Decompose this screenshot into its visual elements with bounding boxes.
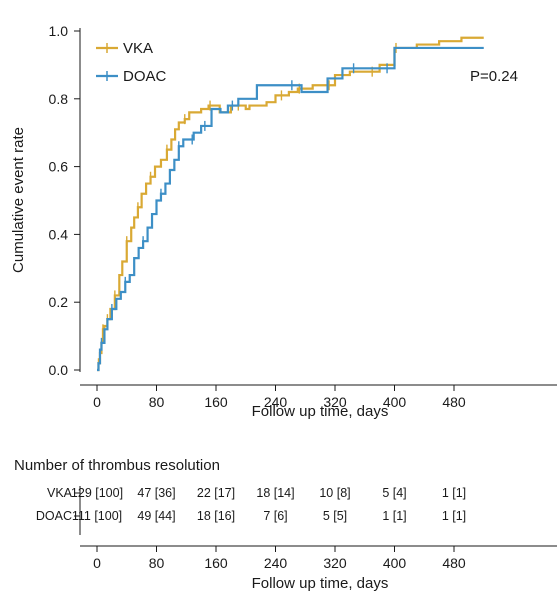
risk-table-title: Number of thrombus resolution xyxy=(14,457,220,474)
legend-label-doac: DOAC xyxy=(123,68,167,85)
y-tick-label: 0.6 xyxy=(49,159,69,175)
series-line-vka xyxy=(97,36,484,372)
risk-cell: 1 [1] xyxy=(442,509,466,523)
x-tick-label: 0 xyxy=(93,555,101,571)
legend-label-vka: VKA xyxy=(123,40,153,57)
risk-row-label-vka: VKA xyxy=(47,486,73,500)
x-tick-label: 80 xyxy=(149,394,165,410)
x-tick-label: 320 xyxy=(323,555,347,571)
risk-cell: 1 [1] xyxy=(442,486,466,500)
x-tick-label: 400 xyxy=(383,555,407,571)
x-tick-label: 160 xyxy=(204,555,228,571)
x-tick-label: 400 xyxy=(383,394,407,410)
risk-cell: 7 [6] xyxy=(263,509,287,523)
x-tick-label: 240 xyxy=(264,555,288,571)
x-tick-label: 80 xyxy=(149,555,165,571)
risk-cell: 18 [16] xyxy=(197,509,235,523)
x-tick-label: 480 xyxy=(442,555,466,571)
y-ticks: 0.0 0.2 0.4 0.6 0.8 1.0 xyxy=(49,23,80,378)
risk-cell: 111 [100] xyxy=(72,509,122,523)
risk-cell: 47 [36] xyxy=(137,486,175,500)
risk-x-ticks: 0 80 160 240 320 400 480 xyxy=(93,546,466,571)
x-ticks: 0 80 160 240 320 400 480 xyxy=(93,385,466,410)
legend: VKA DOAC xyxy=(96,40,167,85)
legend-item-doac: DOAC xyxy=(96,68,167,85)
y-tick-label: 0.0 xyxy=(49,362,69,378)
x-tick-label: 320 xyxy=(323,394,347,410)
risk-row-label-doac: DOAC xyxy=(36,509,72,523)
series-line-doac xyxy=(97,46,484,372)
x-tick-label: 480 xyxy=(442,394,466,410)
risk-cell: 18 [14] xyxy=(256,486,294,500)
risk-cell: 49 [44] xyxy=(137,509,175,523)
risk-cell: 5 [4] xyxy=(382,486,406,500)
y-tick-label: 0.8 xyxy=(49,91,69,107)
p-value-annotation: P=0.24 xyxy=(470,68,518,85)
series-lines xyxy=(97,36,484,372)
risk-cell: 22 [17] xyxy=(197,486,235,500)
legend-item-vka: VKA xyxy=(96,40,153,57)
x-axis-label: Follow up time, days xyxy=(252,403,389,420)
x-tick-label: 0 xyxy=(93,394,101,410)
x-tick-label: 240 xyxy=(264,394,288,410)
risk-cell: 1 [1] xyxy=(382,509,406,523)
y-axis-label: Cumulative event rate xyxy=(10,127,27,273)
risk-cell: 10 [8] xyxy=(319,486,350,500)
risk-cell: 5 [5] xyxy=(323,509,347,523)
x-tick-label: 160 xyxy=(204,394,228,410)
y-tick-label: 1.0 xyxy=(49,23,69,39)
risk-cell: 129 [100] xyxy=(71,486,123,500)
risk-x-axis-label: Follow up time, days xyxy=(252,575,389,591)
y-tick-label: 0.4 xyxy=(49,226,69,242)
y-tick-label: 0.2 xyxy=(49,294,69,310)
